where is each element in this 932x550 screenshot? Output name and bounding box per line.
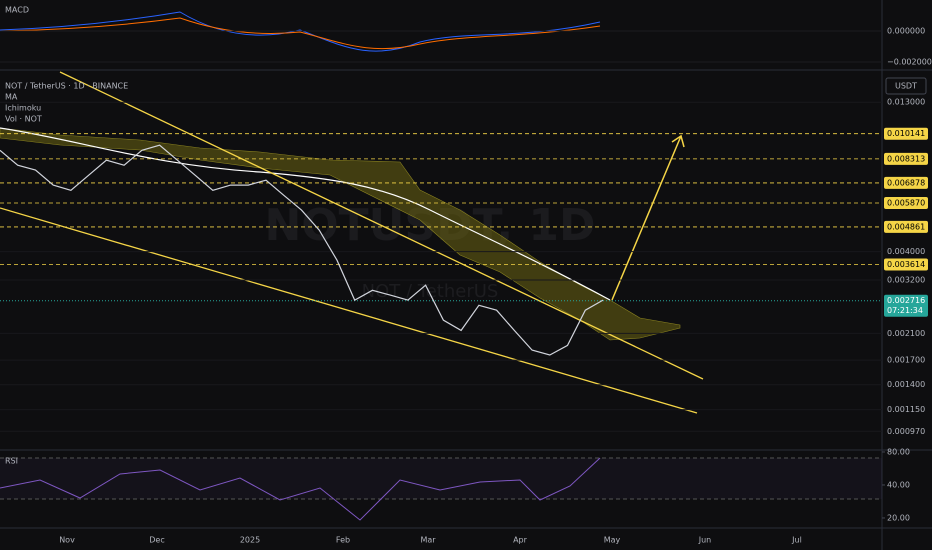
y-tick-label: 0.001700	[887, 356, 925, 365]
y-tick-label: 0.001400	[887, 380, 925, 389]
trend-line	[0, 207, 698, 414]
unit-box	[885, 77, 927, 95]
y-tick-label: 0.003200	[887, 275, 925, 284]
y-tick-label: −0.002000	[887, 57, 932, 66]
y-tick-label: 0.002100	[887, 329, 925, 338]
y-tick-label: 0.000000	[887, 26, 925, 35]
x-tick-label: 2025	[240, 536, 260, 545]
y-tick-label: 0.000970	[887, 427, 925, 436]
moving-average	[0, 127, 611, 301]
symbol-title: NOT / TetherUS · 1D · BINANCE	[5, 82, 128, 91]
macd-title: MACD	[5, 6, 29, 15]
level-box	[884, 152, 928, 165]
level-label: 0.006878	[887, 178, 925, 187]
x-tick-label: Jun	[698, 536, 712, 545]
x-tick-label: May	[604, 536, 621, 545]
x-tick-label: Mar	[420, 536, 436, 545]
rsi-line	[0, 457, 601, 521]
y-tick-label: 80.00	[887, 447, 910, 456]
last-price-label: 0.002716	[887, 296, 925, 305]
level-label: 0.008313	[887, 154, 925, 163]
indicator-label: Ichimoku	[5, 104, 41, 113]
watermark-sub: NOT / TetherUS	[362, 281, 499, 302]
last-price-box	[884, 294, 928, 317]
x-tick-label: Dec	[149, 536, 164, 545]
indicator-label: MA	[5, 93, 18, 102]
y-tick-label: 0.001150	[887, 405, 925, 414]
projection-arrow	[611, 135, 682, 301]
countdown: 07:21:34	[887, 306, 923, 315]
level-label: 0.005870	[887, 199, 925, 208]
y-tick-label: 40.00	[887, 480, 910, 489]
level-box	[884, 197, 928, 210]
y-tick-label: 0.013000	[887, 98, 925, 107]
arrow-head	[671, 134, 685, 148]
level-box	[884, 127, 928, 140]
y-tick-label: 20.00	[887, 513, 910, 522]
trend-line	[59, 71, 704, 380]
unit-label: USDT	[895, 82, 917, 91]
rsi-band	[0, 458, 882, 499]
y-tick-label: 0.004000	[887, 247, 925, 256]
x-tick-label: Feb	[336, 536, 350, 545]
rsi-title: RSI	[5, 457, 18, 466]
level-box	[884, 220, 928, 233]
level-box	[884, 176, 928, 189]
level-label: 0.004861	[887, 222, 925, 231]
x-tick-label: Nov	[59, 536, 75, 545]
signal-line	[0, 17, 601, 50]
indicator-label: Vol · NOT	[5, 115, 42, 124]
x-tick-label: Jul	[791, 536, 802, 545]
level-label: 0.010141	[887, 129, 925, 138]
level-label: 0.003614	[887, 260, 925, 269]
level-box	[884, 258, 928, 271]
x-tick-label: Apr	[513, 536, 528, 545]
price-line	[0, 144, 604, 356]
macd-line	[0, 11, 601, 52]
